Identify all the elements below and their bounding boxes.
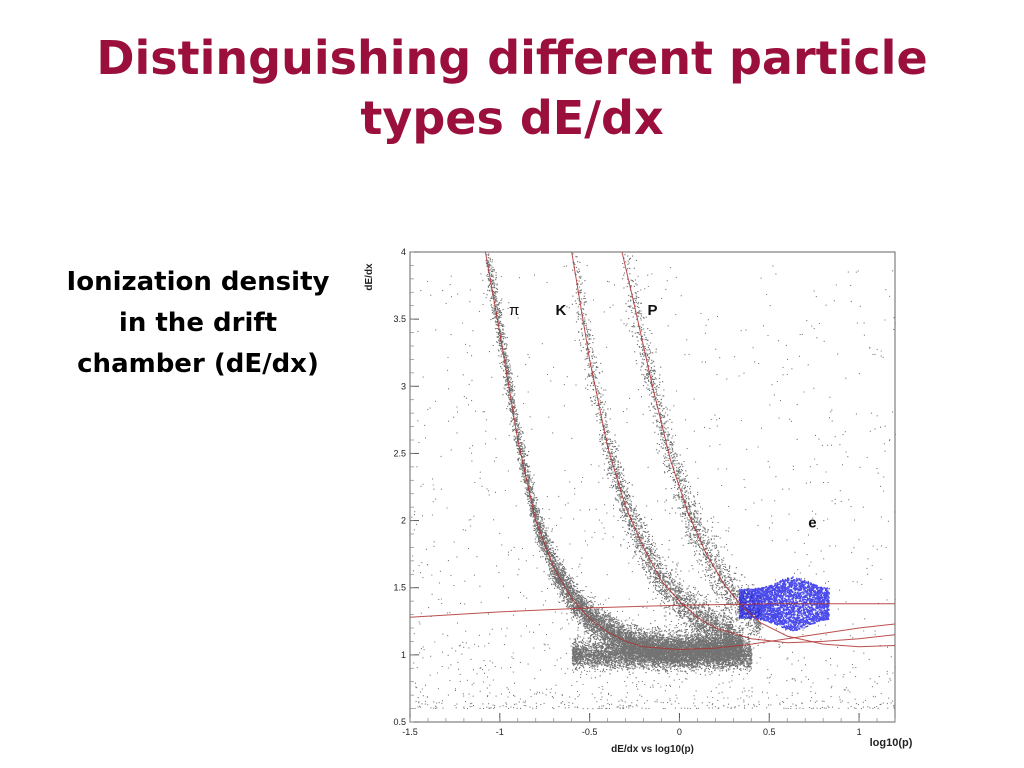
series-label-0: π xyxy=(509,302,519,319)
scatter-point-cloud xyxy=(411,253,896,710)
band-curve-1 xyxy=(571,251,896,644)
axes: -1.5 -1 -0.5 0 0.5 1 0.5 1 1.5 2 2.5 3 3.5 4 dE/dx vs … xyxy=(364,247,913,755)
slide-title-line-1: Distinguishing different particle xyxy=(96,31,928,85)
scatter-points xyxy=(411,253,896,710)
series-labels: π K Pe xyxy=(509,302,817,531)
slide-title: Distinguishing different particle types … xyxy=(0,28,1024,148)
series-label-2: P xyxy=(647,302,657,319)
y-axis-label: dE/dx xyxy=(364,263,375,291)
dedx-scatter-chart: -1.5 -1 -0.5 0 0.5 1 0.5 1 1.5 2 2.5 3 3.5 4 dE/dx vs … xyxy=(364,247,913,755)
band-curve-3 xyxy=(409,603,895,618)
x-tick-label: 1 xyxy=(857,727,862,737)
x-tick-label: -0.5 xyxy=(582,727,598,737)
x-tick-label: -1 xyxy=(496,727,504,737)
series-label-1: K xyxy=(555,302,566,319)
x-tick-label: 0 xyxy=(677,727,682,737)
x-axis-label: dE/dx vs log10(p) xyxy=(611,744,694,755)
y-tick-label: 1 xyxy=(401,650,406,660)
band-curve-0 xyxy=(484,251,896,651)
y-tick-label: 3 xyxy=(401,381,406,391)
plot-frame xyxy=(409,251,896,723)
side-description-line-3: chamber (dE/dx) xyxy=(77,349,319,379)
y-tick-label: 0.5 xyxy=(393,717,406,727)
y-tick-label: 4 xyxy=(401,247,406,257)
band-curves xyxy=(409,251,896,651)
y-tick-label: 1.5 xyxy=(393,583,406,593)
side-description-line-1: Ionization density xyxy=(66,267,330,297)
side-description: Ionization density in the drift chamber … xyxy=(30,262,366,385)
side-description-line-2: in the drift xyxy=(118,308,278,338)
x-tick-label: -1.5 xyxy=(402,727,418,737)
series-label-3: e xyxy=(808,514,816,531)
y-tick-label: 2.5 xyxy=(393,448,406,458)
y-tick-label: 2 xyxy=(401,516,406,526)
x-axis-end-label: log10(p) xyxy=(870,737,913,749)
y-tick-label: 3.5 xyxy=(393,314,406,324)
band-curve-2 xyxy=(621,251,896,648)
x-tick-label: 0.5 xyxy=(763,727,776,737)
slide-title-line-2: types dE/dx xyxy=(360,91,664,145)
